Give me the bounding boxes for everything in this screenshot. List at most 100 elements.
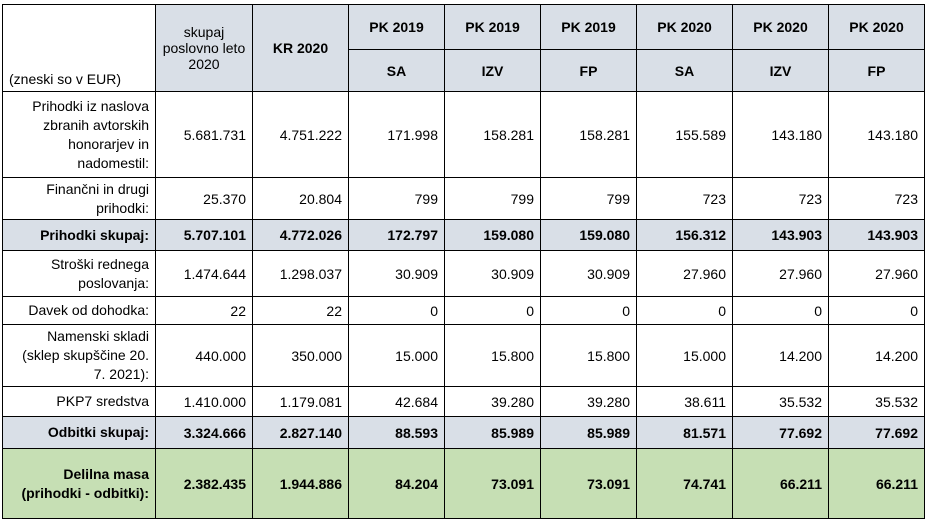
value-cell: 85.989: [540, 416, 637, 449]
value-cell: 4.751.222: [252, 91, 349, 178]
value-cell: 66.211: [828, 448, 925, 519]
value-cell: 15.000: [636, 324, 733, 387]
value-cell: 22: [252, 296, 349, 325]
value-cell: 0: [732, 296, 829, 325]
value-cell: 14.200: [732, 324, 829, 387]
value-cell: 172.797: [348, 219, 445, 251]
value-cell: 74.741: [636, 448, 733, 519]
row-label: Prihodki iz naslova zbranih avtorskih ho…: [2, 91, 156, 178]
value-cell: 27.960: [636, 250, 733, 297]
value-cell: 35.532: [732, 386, 829, 417]
col-header-sub: FP: [540, 49, 637, 92]
row-label: Delilna masa (prihodki - odbitki):: [2, 448, 156, 519]
value-cell: 171.998: [348, 91, 445, 178]
value-cell: 159.080: [540, 219, 637, 251]
col-header-group: PK 2019: [444, 4, 541, 50]
col-header-sub: SA: [348, 49, 445, 92]
value-cell: 73.091: [540, 448, 637, 519]
row-label: Prihodki skupaj:: [2, 219, 156, 251]
value-cell: 30.909: [348, 250, 445, 297]
value-cell: 0: [444, 296, 541, 325]
col-header-group: PK 2020: [636, 4, 733, 50]
value-cell: 38.611: [636, 386, 733, 417]
table-row: Odbitki skupaj: 3.324.666 2.827.140 88.593 8…: [2, 416, 925, 449]
row-label: PKP7 sredstva: [2, 386, 156, 417]
value-cell: 143.903: [732, 219, 829, 251]
value-cell: 723: [828, 177, 925, 220]
col-header-sub: IZV: [732, 49, 829, 92]
value-cell: 84.204: [348, 448, 445, 519]
value-cell: 1.474.644: [155, 250, 253, 297]
value-cell: 20.804: [252, 177, 349, 220]
value-cell: 2.827.140: [252, 416, 349, 449]
table-row: Davek od dohodka: 22 22 0 0 0 0 0 0: [2, 296, 925, 325]
row-label: Odbitki skupaj:: [2, 416, 156, 449]
value-cell: 1.179.081: [252, 386, 349, 417]
value-cell: 143.180: [732, 91, 829, 178]
value-cell: 88.593: [348, 416, 445, 449]
value-cell: 1.410.000: [155, 386, 253, 417]
col-header-group: PK 2019: [348, 4, 445, 50]
value-cell: 0: [828, 296, 925, 325]
row-label: Namenski skladi (sklep skupščine 20. 7. …: [2, 324, 156, 387]
financial-table: (zneski so v EUR) skupaj poslovno leto 2…: [2, 4, 925, 519]
col-header-kr: KR 2020: [252, 4, 349, 92]
row-label: Stroški rednega poslovanja:: [2, 250, 156, 297]
value-cell: 5.681.731: [155, 91, 253, 178]
value-cell: 159.080: [444, 219, 541, 251]
value-cell: 1.298.037: [252, 250, 349, 297]
value-cell: 723: [732, 177, 829, 220]
value-cell: 30.909: [540, 250, 637, 297]
units-label: (zneski so v EUR): [2, 4, 156, 92]
value-cell: 42.684: [348, 386, 445, 417]
col-header-sub: FP: [828, 49, 925, 92]
value-cell: 799: [540, 177, 637, 220]
value-cell: 158.281: [444, 91, 541, 178]
value-cell: 0: [636, 296, 733, 325]
value-cell: 5.707.101: [155, 219, 253, 251]
col-header-sub: IZV: [444, 49, 541, 92]
value-cell: 440.000: [155, 324, 253, 387]
value-cell: 4.772.026: [252, 219, 349, 251]
value-cell: 15.800: [444, 324, 541, 387]
value-cell: 77.692: [732, 416, 829, 449]
value-cell: 30.909: [444, 250, 541, 297]
row-label: Finančni in drugi prihodki:: [2, 177, 156, 220]
value-cell: 39.280: [444, 386, 541, 417]
col-header-total-year: skupaj poslovno leto 2020: [155, 4, 253, 92]
value-cell: 1.944.886: [252, 448, 349, 519]
value-cell: 81.571: [636, 416, 733, 449]
table-row: Stroški rednega poslovanja: 1.474.644 1.29…: [2, 250, 925, 297]
value-cell: 723: [636, 177, 733, 220]
table-row: Prihodki skupaj: 5.707.101 4.772.026 172.79…: [2, 219, 925, 251]
value-cell: 3.324.666: [155, 416, 253, 449]
value-cell: 155.589: [636, 91, 733, 178]
value-cell: 0: [348, 296, 445, 325]
table-row: Namenski skladi (sklep skupščine 20. 7. …: [2, 324, 925, 387]
table-row: Delilna masa (prihodki - odbitki): 2.382.…: [2, 448, 925, 519]
value-cell: 156.312: [636, 219, 733, 251]
value-cell: 15.000: [348, 324, 445, 387]
value-cell: 14.200: [828, 324, 925, 387]
value-cell: 15.800: [540, 324, 637, 387]
col-header-sub: SA: [636, 49, 733, 92]
col-header-group: PK 2020: [828, 4, 925, 50]
value-cell: 66.211: [732, 448, 829, 519]
value-cell: 35.532: [828, 386, 925, 417]
value-cell: 73.091: [444, 448, 541, 519]
value-cell: 143.180: [828, 91, 925, 178]
table-row: PKP7 sredstva 1.410.000 1.179.081 42.684 39.…: [2, 386, 925, 417]
value-cell: 77.692: [828, 416, 925, 449]
value-cell: 143.903: [828, 219, 925, 251]
value-cell: 158.281: [540, 91, 637, 178]
value-cell: 799: [444, 177, 541, 220]
table-row: Prihodki iz naslova zbranih avtorskih ho…: [2, 91, 925, 178]
value-cell: 39.280: [540, 386, 637, 417]
value-cell: 27.960: [732, 250, 829, 297]
value-cell: 85.989: [444, 416, 541, 449]
col-header-group: PK 2020: [732, 4, 829, 50]
value-cell: 27.960: [828, 250, 925, 297]
value-cell: 25.370: [155, 177, 253, 220]
value-cell: 2.382.435: [155, 448, 253, 519]
value-cell: 22: [155, 296, 253, 325]
